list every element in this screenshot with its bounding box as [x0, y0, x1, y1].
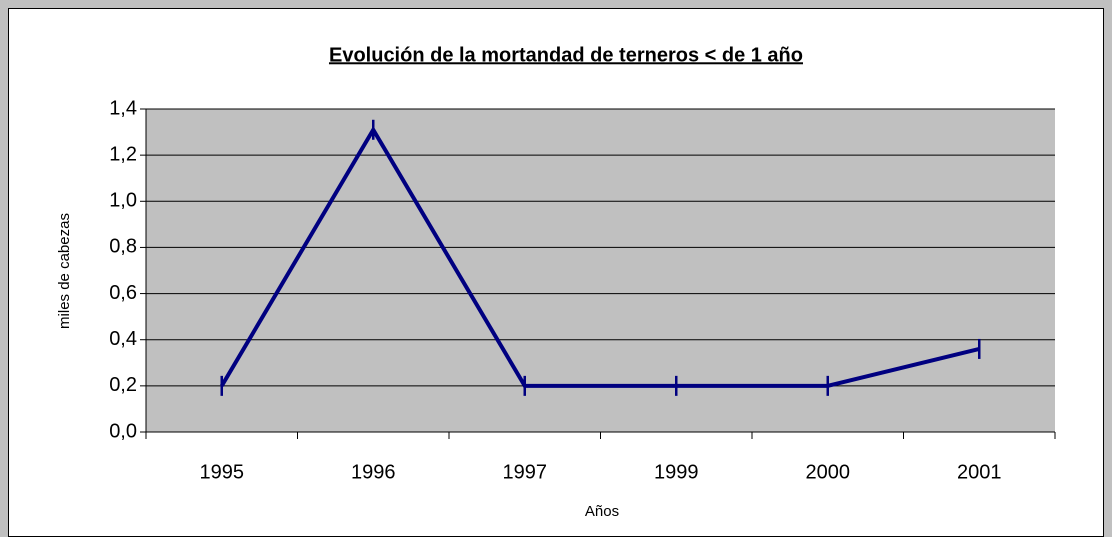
x-axis-title: Años: [585, 503, 619, 520]
x-tick-label: 1996: [351, 461, 396, 483]
y-tick-label: 0,0: [109, 420, 137, 442]
line-series: [220, 125, 980, 388]
chart-title: Evolución de la mortandad de terneros < …: [329, 44, 803, 66]
y-tick-label: 0,8: [109, 236, 137, 258]
y-tick-label: 0,4: [109, 328, 137, 350]
y-tick-label: 1,0: [109, 190, 137, 212]
y-tick-label: 1,4: [109, 97, 137, 119]
x-tick-label: 1999: [654, 461, 699, 483]
y-tick-label: 1,2: [109, 143, 137, 165]
x-tick-label: 1997: [503, 461, 548, 483]
plot-area: [146, 109, 1055, 432]
x-tick-label: 2000: [806, 461, 851, 483]
y-tick-label: 0,6: [109, 282, 137, 304]
x-tick-label: 2001: [957, 461, 1002, 483]
y-axis-title: miles de cabezas: [56, 213, 73, 329]
y-tick-label: 0,2: [109, 374, 137, 396]
x-tick-label: 1995: [200, 461, 245, 483]
